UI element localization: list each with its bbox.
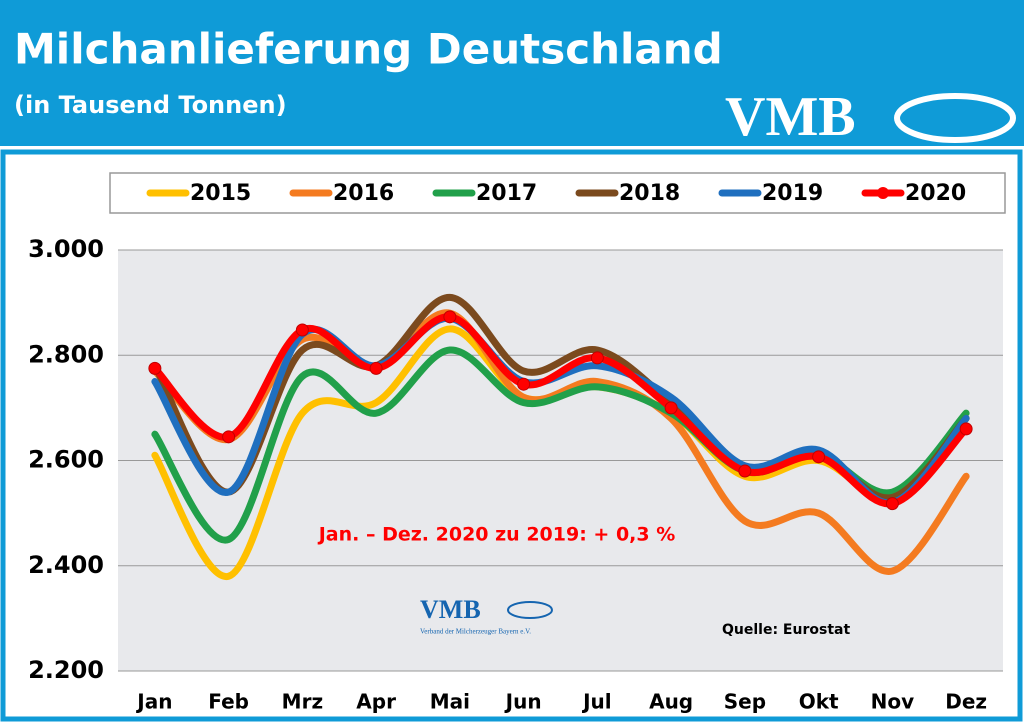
marker	[222, 430, 236, 444]
marker	[369, 361, 383, 375]
logo-swirl	[894, 93, 1016, 143]
marker	[443, 310, 457, 324]
legend	[109, 172, 1006, 214]
x-tick-label: Mai	[430, 690, 470, 714]
chart-title: Milchanlieferung Deutschland	[14, 25, 723, 74]
marker	[885, 497, 899, 511]
legend-marker	[877, 187, 889, 199]
marker	[517, 377, 531, 391]
legend-label: 2017	[476, 181, 537, 206]
source: Quelle: Eurostat	[722, 622, 850, 638]
marker	[738, 464, 752, 478]
marker	[590, 351, 604, 365]
chart-subtitle: (in Tausend Tonnen)	[14, 91, 287, 119]
logo-subtext: Verband der Milcherzeuger Bayern e.V.	[420, 628, 531, 636]
x-tick-label: Dez	[945, 690, 987, 714]
x-tick-label: Aug	[649, 690, 693, 714]
y-tick-label: 2.800	[28, 340, 104, 368]
legend-label: 2020	[905, 181, 966, 206]
y-tick-label: 3.000	[28, 235, 104, 263]
annotation: Jan. – Dez. 2020 zu 2019: + 0,3 %	[317, 524, 676, 546]
marker	[664, 401, 678, 415]
x-tick-label: Okt	[799, 690, 839, 714]
legend-label: 2016	[333, 181, 394, 206]
x-tick-label: Jun	[504, 690, 542, 714]
x-tick-label: Jul	[581, 690, 612, 714]
marker	[959, 422, 973, 436]
logo: VMB	[725, 86, 856, 148]
legend-label: 2018	[619, 181, 680, 206]
legend-label: 2015	[190, 181, 251, 206]
x-tick-label: Nov	[871, 690, 915, 714]
legend-label: 2019	[762, 181, 823, 206]
x-tick-label: Mrz	[282, 690, 323, 714]
x-tick-label: Apr	[356, 690, 396, 714]
marker	[148, 361, 162, 375]
y-tick-label: 2.200	[28, 656, 104, 684]
y-tick-label: 2.400	[28, 551, 104, 579]
marker	[295, 323, 309, 337]
header	[0, 0, 1024, 146]
x-tick-label: Feb	[208, 690, 249, 714]
logo-small: VMB	[420, 595, 481, 624]
x-tick-label: Sep	[724, 690, 766, 714]
logo-small-swirl	[507, 601, 553, 619]
y-tick-label: 2.600	[28, 446, 104, 474]
marker	[812, 450, 826, 464]
series-line	[151, 313, 970, 508]
x-tick-label: Jan	[135, 690, 172, 714]
